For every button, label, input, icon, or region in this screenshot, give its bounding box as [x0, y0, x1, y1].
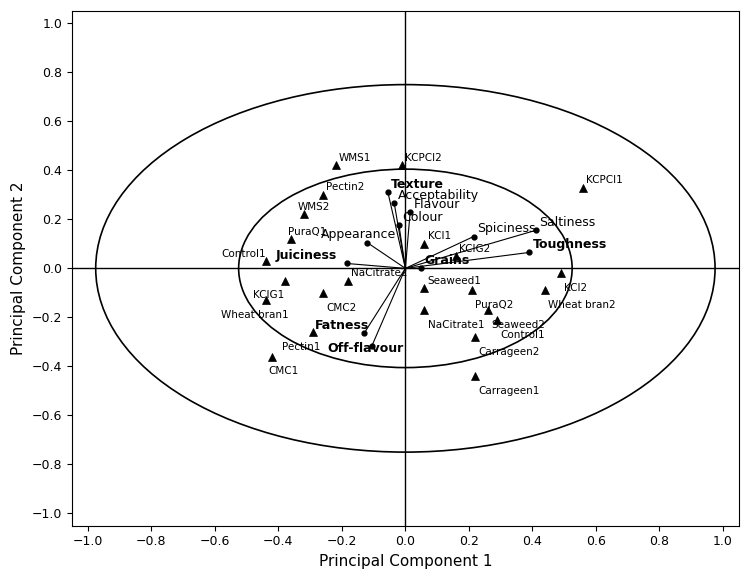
- Text: KCPCl2: KCPCl2: [406, 153, 442, 163]
- Text: Wheat bran1: Wheat bran1: [221, 310, 289, 320]
- Text: Seaweed1: Seaweed1: [427, 276, 482, 285]
- Text: Carrageen1: Carrageen1: [478, 386, 540, 396]
- Text: Texture: Texture: [391, 178, 444, 191]
- Text: WMS1: WMS1: [339, 153, 371, 163]
- Text: WMS2: WMS2: [298, 202, 330, 212]
- Text: CMC1: CMC1: [268, 367, 299, 376]
- Text: KCIG2: KCIG2: [460, 244, 490, 253]
- Text: Pectin1: Pectin1: [281, 342, 320, 352]
- Text: Carrageen2: Carrageen2: [478, 347, 540, 357]
- Text: NaCitrate1: NaCitrate1: [427, 320, 484, 330]
- Text: Seaweed2: Seaweed2: [491, 320, 545, 330]
- Text: Fatness: Fatness: [315, 319, 369, 332]
- Text: Flavour: Flavour: [413, 198, 460, 211]
- Text: Control1: Control1: [501, 329, 545, 340]
- Text: Pectin2: Pectin2: [326, 183, 364, 193]
- Text: Juiciness: Juiciness: [275, 249, 337, 262]
- Text: PuraQ2: PuraQ2: [476, 300, 514, 310]
- Text: Saltiness: Saltiness: [538, 216, 595, 229]
- Text: KCl2: KCl2: [564, 283, 587, 293]
- Text: Spiciness: Spiciness: [477, 222, 536, 235]
- Text: PuraQ1: PuraQ1: [288, 227, 326, 237]
- Y-axis label: Principal Component 2: Principal Component 2: [11, 182, 26, 355]
- Text: KCPCl1: KCPCl1: [586, 175, 623, 185]
- Text: KCl1: KCl1: [427, 231, 451, 241]
- Text: Appearance: Appearance: [321, 229, 397, 241]
- Text: CMC2: CMC2: [326, 303, 356, 313]
- Text: Toughness: Toughness: [532, 238, 607, 251]
- Text: NaCitrate2: NaCitrate2: [352, 268, 408, 278]
- Text: Off-flavour: Off-flavour: [328, 342, 404, 356]
- Text: Grains: Grains: [424, 254, 470, 267]
- Text: Control1: Control1: [221, 249, 266, 259]
- Text: Acceptability: Acceptability: [398, 189, 478, 202]
- X-axis label: Principal Component 1: Principal Component 1: [319, 554, 492, 569]
- Text: Wheat bran2: Wheat bran2: [548, 300, 616, 310]
- Text: KCIG1: KCIG1: [253, 291, 284, 300]
- Text: Colour: Colour: [402, 211, 442, 224]
